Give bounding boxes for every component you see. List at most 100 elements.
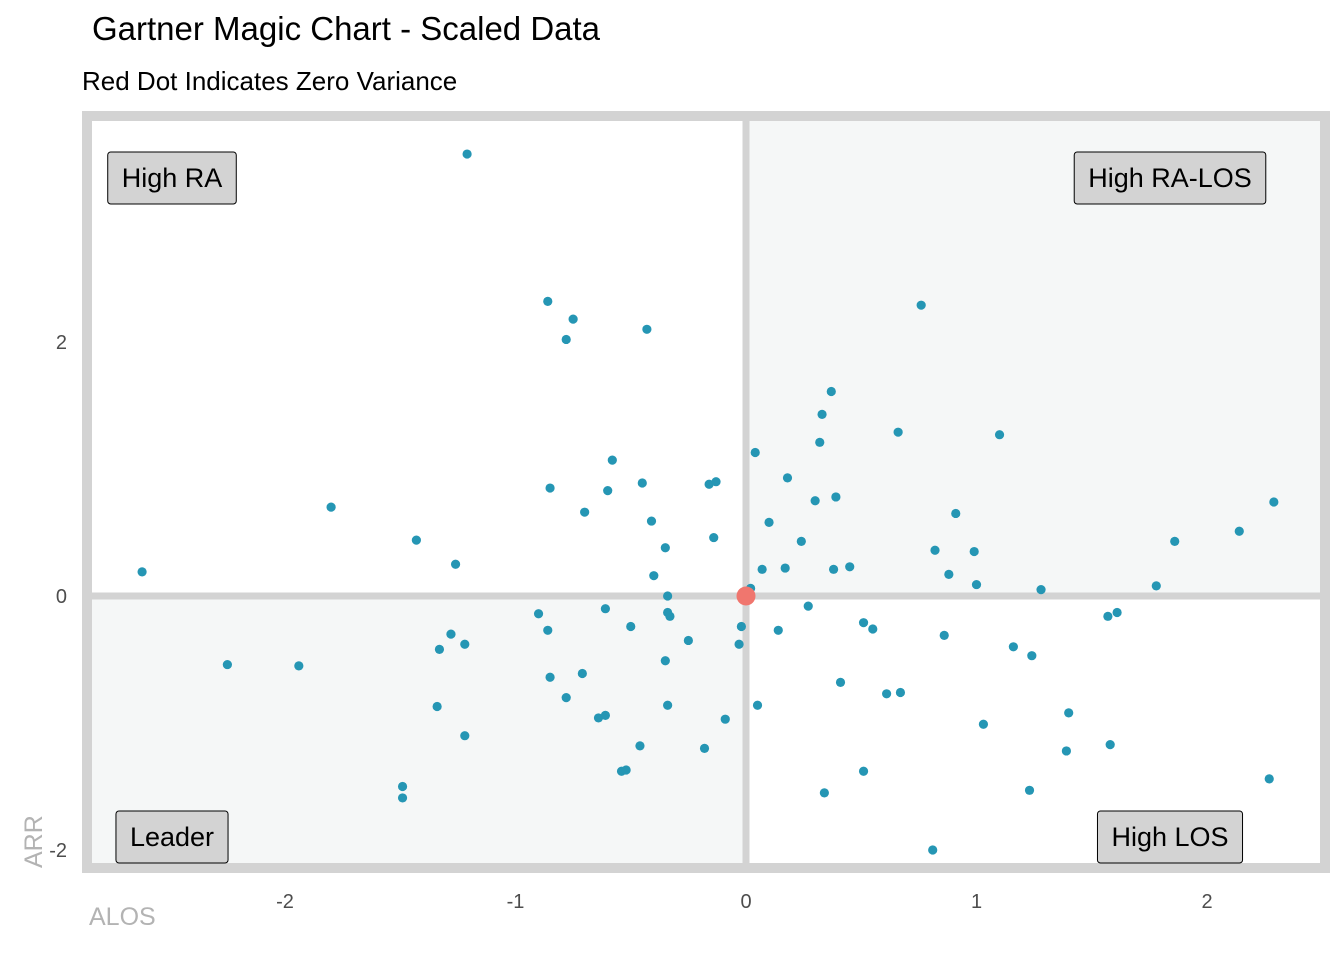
data-point (782, 473, 793, 483)
data-point (757, 564, 767, 574)
data-point (815, 437, 825, 447)
data-point (858, 618, 869, 628)
quadrant-label-high-ra-los: High RA-LOS (1073, 151, 1267, 205)
quadrant-label-high-los-text: High LOS (1111, 822, 1228, 852)
data-point (1151, 581, 1161, 591)
data-point (704, 479, 714, 489)
data-point (893, 427, 903, 437)
data-point (736, 621, 746, 632)
data-point (750, 447, 760, 458)
data-point (1103, 611, 1113, 621)
data-point (642, 324, 652, 334)
data-point (1234, 526, 1244, 536)
data-point (895, 687, 906, 698)
data-point (1036, 585, 1046, 595)
data-point (1112, 607, 1122, 618)
data-point (944, 569, 954, 580)
x-tick-label: -1 (507, 891, 525, 913)
quadrant-label-leader-text: Leader (130, 822, 214, 852)
data-point (796, 536, 806, 546)
quadrant-label-high-ra-los-text: High RA-LOS (1088, 163, 1252, 193)
quadrant-label-high-los-box (1096, 810, 1244, 864)
data-point (845, 562, 855, 572)
data-point (764, 517, 774, 527)
data-point (561, 693, 571, 703)
zero-variance-point (736, 586, 756, 606)
data-points (137, 149, 1279, 855)
data-point (411, 535, 421, 545)
data-point (819, 788, 829, 798)
data-point (543, 296, 553, 306)
data-point (649, 571, 659, 581)
quadrant-backgrounds (87, 116, 1325, 868)
data-point (665, 611, 675, 621)
data-point (835, 677, 846, 687)
data-point (446, 629, 456, 639)
data-point (882, 689, 892, 699)
data-point (561, 334, 571, 345)
data-point (660, 543, 670, 553)
data-point (709, 532, 719, 543)
data-point (545, 483, 555, 493)
quadrant-label-high-ra-los-box (1073, 151, 1267, 205)
data-point (994, 430, 1005, 440)
quadrant-labels: High RA High RA-LOS Leader High LOS (107, 151, 1267, 864)
data-point (1024, 785, 1035, 795)
y-tick-label: 2 (56, 332, 67, 354)
data-point (1264, 774, 1274, 784)
data-point (810, 496, 820, 506)
chart-subtitle: Red Dot Indicates Zero Variance (82, 66, 458, 96)
data-point (868, 624, 878, 634)
data-point (699, 743, 710, 754)
data-point (663, 700, 673, 710)
data-point (711, 477, 721, 487)
data-point (831, 492, 841, 502)
data-point (460, 731, 470, 741)
data-point (397, 781, 408, 792)
data-point (858, 766, 869, 776)
data-point (773, 625, 783, 635)
data-point (603, 485, 613, 496)
data-point (580, 507, 590, 517)
data-point (326, 502, 336, 512)
quadrant-label-high-ra-text: High RA (122, 163, 223, 193)
quadrant-label-high-ra: High RA (107, 151, 237, 205)
data-point (462, 149, 472, 159)
data-point (1061, 746, 1071, 756)
data-point (1269, 497, 1279, 507)
data-point (577, 668, 587, 679)
data-point (683, 635, 693, 646)
data-point (928, 845, 938, 855)
data-point (533, 609, 544, 619)
data-point (1064, 708, 1074, 718)
data-point (600, 604, 610, 614)
data-point (222, 659, 232, 670)
data-point (720, 714, 730, 724)
data-point (543, 625, 553, 635)
panel-frame (82, 111, 1330, 873)
data-point (951, 508, 961, 519)
y-tick-label: -2 (49, 840, 67, 862)
panel-border (82, 111, 1330, 873)
data-point (803, 601, 813, 611)
data-point (1008, 642, 1018, 652)
data-point (460, 639, 470, 649)
data-point (450, 559, 461, 569)
data-point (939, 630, 949, 640)
data-point (826, 386, 836, 397)
data-point (930, 545, 940, 555)
data-point (734, 639, 744, 649)
data-point (1170, 536, 1180, 546)
x-tick-label: 2 (1201, 891, 1212, 913)
data-point (434, 644, 445, 654)
x-axis-title: ALOS (89, 903, 156, 931)
quadrant-label-high-los: High LOS (1096, 810, 1244, 864)
data-point (621, 765, 631, 775)
data-point (397, 793, 408, 803)
data-point (607, 455, 617, 465)
data-point (817, 409, 827, 419)
x-tick-label: 0 (740, 891, 751, 913)
chart-title: Gartner Magic Chart - Scaled Data (92, 10, 601, 47)
data-point (660, 656, 670, 666)
y-tick-label: 0 (56, 586, 67, 608)
